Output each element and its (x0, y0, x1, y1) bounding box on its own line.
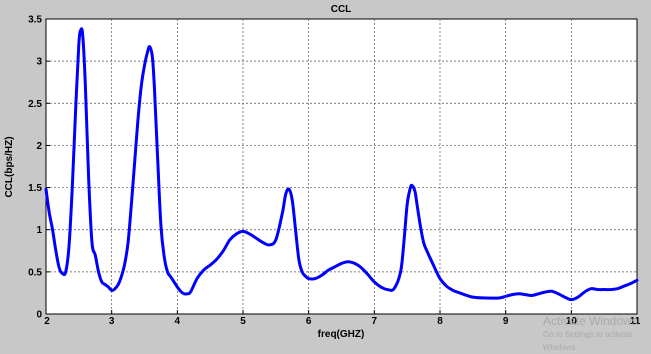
x-tick-label: 9 (503, 316, 509, 327)
x-tick-label: 4 (175, 316, 181, 327)
y-tick-label: 1.5 (28, 183, 42, 194)
y-tick-label: 3 (36, 57, 42, 68)
activate-windows-watermark: Activate Windows Go to Settings to activ… (543, 315, 651, 354)
y-tick-label: 0 (36, 310, 42, 321)
x-axis-label: freq(GHZ) (318, 329, 365, 340)
watermark-title: Activate Windows (543, 314, 638, 328)
x-tick-label: 8 (437, 316, 443, 327)
line-chart: CCL 2 3 4 5 6 7 8 9 10 11 0 0.5 1 1.5 2 2.5 3 3.5 freq(G… (4, 4, 641, 340)
y-tick-label: 1 (36, 225, 42, 236)
x-tick-label: 3 (109, 316, 115, 327)
x-tick-label: 2 (44, 316, 50, 327)
y-tick-label: 2 (36, 141, 42, 152)
x-tick-label: 10 (566, 316, 578, 327)
y-axis-ticks: 0 0.5 1 1.5 2 2.5 3 3.5 (28, 15, 50, 321)
chart-title: CCL (331, 4, 352, 15)
watermark-subtitle: Go to Settings to activate Windows. (543, 330, 633, 352)
x-tick-label: 11 (630, 316, 641, 327)
y-tick-label: 3.5 (28, 15, 42, 26)
y-axis-label: CCL(bps/HZ) (4, 136, 15, 197)
series-line (44, 27, 639, 302)
x-tick-label: 5 (240, 316, 246, 327)
x-axis-ticks: 2 3 4 5 6 7 8 9 10 11 (44, 310, 641, 327)
x-tick-label: 7 (372, 316, 378, 327)
y-tick-label: 0.5 (28, 267, 42, 278)
x-tick-label: 6 (306, 316, 312, 327)
y-tick-label: 2.5 (28, 99, 42, 110)
grid-lines (46, 19, 637, 314)
